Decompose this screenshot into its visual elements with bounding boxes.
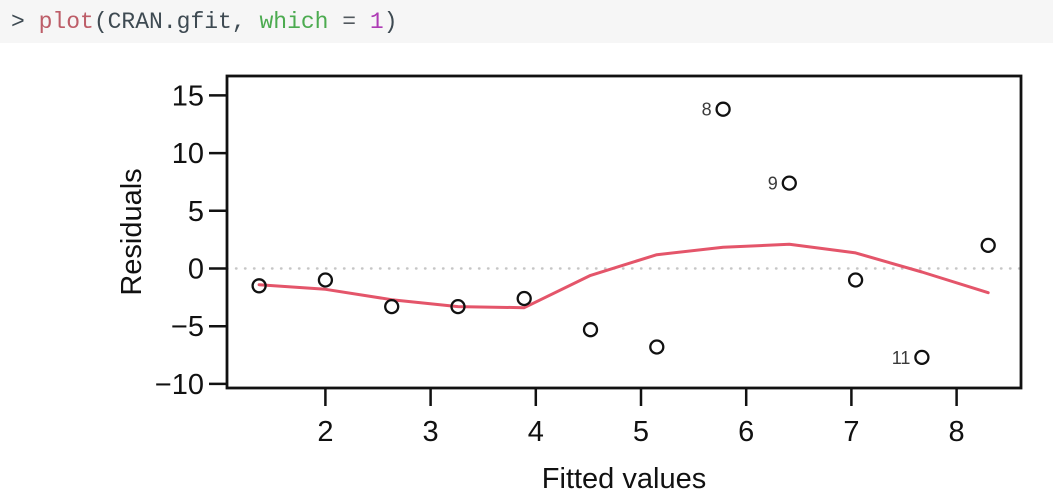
plot-box bbox=[225, 74, 1023, 390]
data-point bbox=[582, 322, 599, 338]
data-point bbox=[317, 272, 334, 288]
x-tick-label: 2 bbox=[317, 416, 333, 448]
data-point bbox=[914, 349, 930, 366]
y-tick-label: −10 bbox=[155, 369, 204, 401]
point-index-label: 8 bbox=[702, 100, 712, 120]
console-prompt: > bbox=[11, 8, 39, 35]
point-index-label: 9 bbox=[768, 174, 778, 194]
point-index-label: 11 bbox=[892, 348, 911, 368]
y-tick-label: 0 bbox=[188, 254, 204, 286]
token-arg-which: which bbox=[259, 8, 329, 35]
smooth-trend-line bbox=[257, 242, 990, 310]
residuals-vs-fitted-plot: Fitted values Residuals 2 3 4 5 6 7 8 15 10 5 0 −5 −… bbox=[116, 74, 1023, 495]
data-point bbox=[384, 298, 400, 315]
data-point bbox=[516, 290, 532, 307]
data-point bbox=[649, 339, 665, 355]
x-axis-title: Fitted values bbox=[542, 463, 706, 495]
data-point bbox=[251, 278, 267, 294]
data-point bbox=[450, 298, 466, 315]
data-point bbox=[980, 237, 996, 254]
token-args: (CRAN.gfit, bbox=[93, 8, 260, 35]
x-tick-label: 8 bbox=[949, 416, 965, 448]
token-equals: = bbox=[328, 8, 370, 35]
x-tick-label: 4 bbox=[528, 416, 544, 448]
x-tick-label: 6 bbox=[738, 416, 754, 448]
data-point bbox=[715, 101, 731, 117]
data-point bbox=[847, 272, 864, 288]
x-tick-label: 5 bbox=[633, 416, 649, 448]
y-tick-label: −5 bbox=[171, 311, 204, 343]
y-tick-label: 5 bbox=[188, 196, 204, 228]
r-console-command: > plot (CRAN.gfit, which = 1) bbox=[0, 0, 1053, 43]
token-function-plot: plot bbox=[38, 8, 94, 35]
data-point bbox=[781, 175, 797, 191]
figure-container: Fitted values Residuals 2 3 4 5 6 7 8 15 10 5 0 −5 −… bbox=[0, 43, 1053, 498]
x-tick-label: 3 bbox=[423, 416, 439, 448]
token-close-paren: ) bbox=[383, 8, 398, 35]
y-tick-label: 15 bbox=[172, 80, 204, 112]
x-tick-label: 7 bbox=[843, 416, 859, 448]
y-tick-label: 10 bbox=[172, 138, 204, 170]
token-number-1: 1 bbox=[369, 8, 384, 35]
y-axis-title: Residuals bbox=[116, 168, 148, 295]
